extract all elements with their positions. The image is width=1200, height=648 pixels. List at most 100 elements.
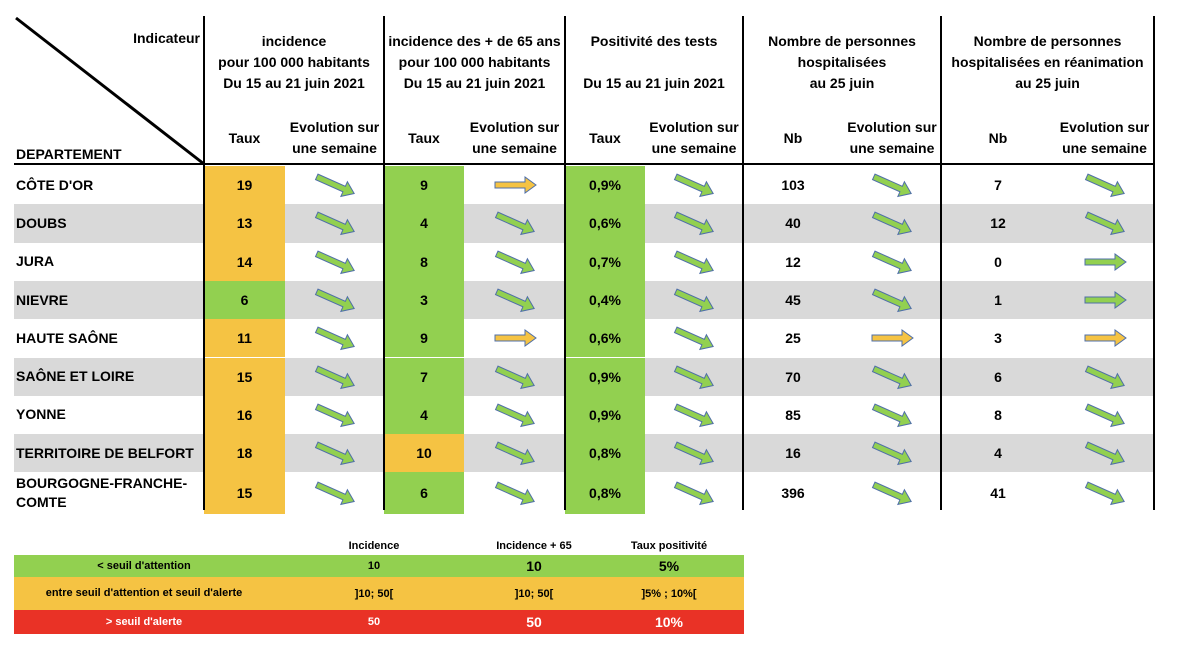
value-cell: 11 bbox=[204, 319, 285, 358]
trend-arrow-icon bbox=[673, 173, 714, 198]
value-cell: 15 bbox=[204, 357, 285, 396]
legend-value: ]5% ; 10%[ bbox=[641, 587, 697, 600]
trend-arrow-icon bbox=[871, 250, 912, 274]
value-cell: 9 bbox=[384, 166, 464, 205]
department-name: HAUTE SAÔNE bbox=[16, 329, 118, 346]
column-subheader: Nb bbox=[988, 130, 1008, 146]
group-header-line: Nombre de personnes bbox=[973, 33, 1122, 49]
trend-arrow-icon bbox=[494, 441, 535, 466]
value-cell: 12 bbox=[990, 215, 1006, 232]
trend-arrow-icon bbox=[673, 365, 714, 389]
value-cell: 6 bbox=[384, 472, 464, 515]
trend-arrow-icon bbox=[494, 365, 535, 389]
trend-arrow-icon bbox=[494, 250, 535, 274]
group-header-line: Positivité des tests bbox=[590, 33, 718, 49]
legend-value: 50 bbox=[367, 616, 381, 628]
department-name: TERRITOIRE DE BELFORT bbox=[16, 444, 194, 461]
value-cell: 13 bbox=[204, 204, 285, 243]
value-cell: 7 bbox=[384, 357, 464, 396]
value-cell: 4 bbox=[384, 204, 464, 243]
column-subheader: Taux bbox=[228, 130, 261, 146]
department-name: BOURGOGNE-FRANCHE- COMTE bbox=[16, 475, 188, 511]
department-name: YONNE bbox=[16, 406, 66, 423]
trend-arrow-icon bbox=[673, 403, 714, 428]
value-cell: 6 bbox=[204, 280, 285, 320]
trend-arrow-icon bbox=[494, 481, 535, 506]
trend-arrow-icon bbox=[314, 288, 355, 313]
trend-arrow-icon bbox=[1084, 291, 1127, 310]
group-header-line: Du 15 au 21 juin 2021 bbox=[583, 75, 725, 91]
trend-arrow-icon bbox=[1084, 365, 1125, 389]
trend-arrow-icon bbox=[494, 176, 537, 195]
trend-arrow-icon bbox=[673, 211, 714, 236]
value-cell: 9 bbox=[384, 319, 464, 358]
trend-arrow-icon bbox=[673, 326, 714, 351]
trend-arrow-icon bbox=[1084, 211, 1125, 236]
legend-row bbox=[14, 610, 744, 634]
value-cell: 15 bbox=[204, 472, 285, 515]
trend-arrow-icon bbox=[673, 250, 714, 274]
column-divider bbox=[203, 16, 205, 510]
value-cell: 85 bbox=[785, 406, 801, 423]
department-name: JURA bbox=[16, 253, 55, 270]
trend-arrow-icon bbox=[871, 441, 912, 466]
department-name: CÔTE D'OR bbox=[16, 176, 94, 193]
trend-arrow-icon bbox=[871, 329, 914, 348]
group-header-line: au 25 juin bbox=[809, 75, 875, 91]
column-subheader: Nb bbox=[783, 130, 803, 146]
group-header-line: Du 15 au 21 juin 2021 bbox=[403, 75, 546, 91]
legend-value: ]10; 50[ bbox=[354, 587, 394, 600]
trend-arrow-icon bbox=[673, 441, 714, 466]
legend-value: 10 bbox=[367, 560, 381, 572]
group-header-line: Du 15 au 21 juin 2021 bbox=[223, 75, 365, 91]
trend-arrow-icon bbox=[1084, 329, 1127, 348]
trend-arrow-icon bbox=[494, 329, 537, 348]
column-subheader: Taux bbox=[408, 130, 440, 146]
value-cell: 3 bbox=[384, 280, 464, 320]
value-cell: 10 bbox=[384, 434, 464, 473]
trend-arrow-icon bbox=[314, 441, 355, 466]
column-subheader: Evolution sur une semaine bbox=[469, 119, 560, 156]
column-subheader: Evolution sur une semaine bbox=[649, 119, 739, 156]
trend-arrow-icon bbox=[871, 481, 912, 506]
value-cell: 45 bbox=[785, 292, 801, 309]
trend-arrow-icon bbox=[314, 250, 355, 274]
group-header-line: hospitalisées en réanimation bbox=[951, 54, 1144, 70]
value-cell: 0,9% bbox=[565, 357, 645, 396]
value-cell: 0,9% bbox=[565, 395, 645, 435]
value-cell: 4 bbox=[994, 445, 1002, 462]
column-subheader: Taux bbox=[589, 130, 621, 146]
value-cell: 1 bbox=[994, 292, 1002, 309]
trend-arrow-icon bbox=[871, 211, 912, 236]
legend-value: 50 bbox=[526, 614, 542, 630]
value-cell: 70 bbox=[785, 368, 801, 385]
table-header-diagonal bbox=[15, 16, 205, 166]
trend-arrow-icon bbox=[673, 288, 714, 313]
value-cell: 40 bbox=[785, 215, 801, 232]
legend-label: > seuil d'alerte bbox=[105, 615, 183, 628]
column-divider bbox=[742, 16, 744, 510]
value-cell: 8 bbox=[384, 242, 464, 281]
trend-arrow-icon bbox=[314, 211, 355, 236]
value-cell: 0,8% bbox=[565, 434, 645, 473]
department-name: DOUBS bbox=[16, 214, 67, 231]
legend-value: 10 bbox=[526, 558, 542, 574]
legend-value: 10% bbox=[654, 614, 684, 630]
department-name: SAÔNE ET LOIRE bbox=[16, 368, 135, 385]
trend-arrow-icon bbox=[871, 288, 912, 313]
trend-arrow-icon bbox=[673, 481, 714, 506]
column-divider bbox=[1153, 16, 1155, 510]
value-cell: 103 bbox=[781, 177, 805, 194]
legend-label: < seuil d'attention bbox=[97, 559, 191, 572]
legend-value: 5% bbox=[658, 558, 680, 574]
value-cell: 16 bbox=[204, 395, 285, 435]
value-cell: 0,6% bbox=[565, 204, 645, 243]
value-cell: 0,9% bbox=[565, 166, 645, 205]
value-cell: 0,7% bbox=[565, 242, 645, 281]
value-cell: 14 bbox=[204, 242, 285, 281]
legend-row bbox=[14, 555, 744, 577]
trend-arrow-icon bbox=[494, 211, 535, 236]
value-cell: 3 bbox=[994, 330, 1002, 347]
trend-arrow-icon bbox=[1084, 173, 1125, 198]
value-cell: 0,4% bbox=[565, 280, 645, 320]
